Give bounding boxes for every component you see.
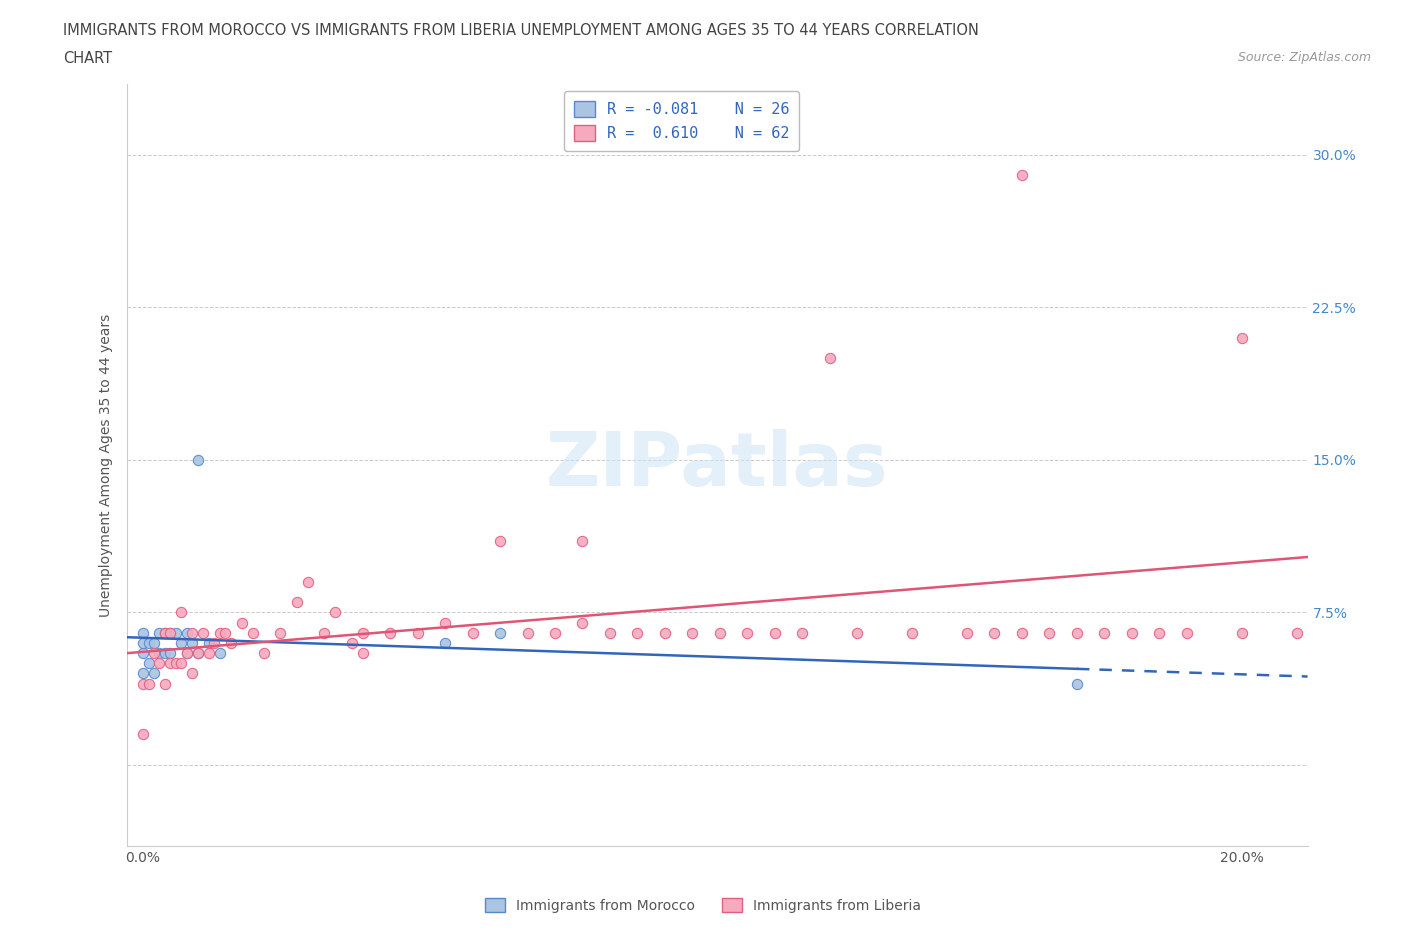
Point xyxy=(208,625,231,640)
Point xyxy=(1066,625,1088,640)
Point xyxy=(709,625,731,640)
Point xyxy=(434,615,457,630)
Point xyxy=(148,656,170,671)
Point xyxy=(165,656,187,671)
Point xyxy=(153,645,176,660)
Point xyxy=(323,605,346,620)
Point xyxy=(461,625,484,640)
Point xyxy=(153,676,176,691)
Text: Source: ZipAtlas.com: Source: ZipAtlas.com xyxy=(1237,51,1371,64)
Point xyxy=(143,666,166,681)
Point xyxy=(489,534,512,549)
Point xyxy=(187,645,209,660)
Text: ZIPatlas: ZIPatlas xyxy=(546,429,889,501)
Point xyxy=(1230,330,1253,345)
Point xyxy=(138,635,160,650)
Point xyxy=(818,351,841,365)
Point xyxy=(1092,625,1115,640)
Point xyxy=(516,625,538,640)
Point xyxy=(132,635,155,650)
Point xyxy=(1149,625,1171,640)
Point xyxy=(138,656,160,671)
Y-axis label: Unemployment Among Ages 35 to 44 years: Unemployment Among Ages 35 to 44 years xyxy=(100,313,114,617)
Point xyxy=(269,625,291,640)
Point xyxy=(352,645,374,660)
Point xyxy=(193,625,215,640)
Point xyxy=(181,625,204,640)
Point xyxy=(132,727,155,742)
Point xyxy=(340,635,363,650)
Text: CHART: CHART xyxy=(63,51,112,66)
Point xyxy=(132,625,155,640)
Point xyxy=(165,625,187,640)
Point xyxy=(138,676,160,691)
Point xyxy=(253,645,276,660)
Point xyxy=(654,625,676,640)
Point xyxy=(571,615,593,630)
Point xyxy=(187,645,209,660)
Point xyxy=(148,645,170,660)
Point xyxy=(204,635,226,650)
Point xyxy=(544,625,567,640)
Point xyxy=(132,645,155,660)
Point xyxy=(1066,676,1088,691)
Point xyxy=(159,625,181,640)
Point xyxy=(901,625,924,640)
Point xyxy=(170,605,193,620)
Point xyxy=(170,635,193,650)
Point xyxy=(214,625,236,640)
Point xyxy=(763,625,786,640)
Point xyxy=(176,625,198,640)
Point xyxy=(571,534,593,549)
Point xyxy=(143,635,166,650)
Point xyxy=(792,625,814,640)
Point xyxy=(380,625,402,640)
Point xyxy=(681,625,703,640)
Point xyxy=(159,625,181,640)
Point xyxy=(314,625,336,640)
Point xyxy=(846,625,869,640)
Point xyxy=(153,625,176,640)
Point xyxy=(159,656,181,671)
Point xyxy=(626,625,648,640)
Point xyxy=(1038,625,1060,640)
Point xyxy=(1230,625,1253,640)
Point xyxy=(153,625,176,640)
Point xyxy=(1011,167,1033,182)
Point xyxy=(599,625,621,640)
Point xyxy=(956,625,979,640)
Point xyxy=(231,615,253,630)
Point xyxy=(198,635,221,650)
Point xyxy=(181,635,204,650)
Point xyxy=(1121,625,1143,640)
Point xyxy=(434,635,457,650)
Point xyxy=(1175,625,1198,640)
Point xyxy=(170,656,193,671)
Point xyxy=(181,666,204,681)
Point xyxy=(132,666,155,681)
Point xyxy=(285,595,308,610)
Point xyxy=(132,676,155,691)
Legend: R = -0.081    N = 26, R =  0.610    N = 62: R = -0.081 N = 26, R = 0.610 N = 62 xyxy=(564,91,799,151)
Point xyxy=(219,635,242,650)
Point xyxy=(242,625,264,640)
Point xyxy=(735,625,758,640)
Point xyxy=(983,625,1005,640)
Point xyxy=(159,645,181,660)
Point xyxy=(1285,625,1308,640)
Point xyxy=(176,645,198,660)
Legend: Immigrants from Morocco, Immigrants from Liberia: Immigrants from Morocco, Immigrants from… xyxy=(479,893,927,919)
Point xyxy=(297,575,319,590)
Point xyxy=(176,645,198,660)
Point xyxy=(352,625,374,640)
Point xyxy=(406,625,429,640)
Point xyxy=(187,453,209,468)
Point xyxy=(198,645,221,660)
Point xyxy=(208,645,231,660)
Point xyxy=(143,645,166,660)
Point xyxy=(489,625,512,640)
Point xyxy=(148,625,170,640)
Point xyxy=(1011,625,1033,640)
Text: IMMIGRANTS FROM MOROCCO VS IMMIGRANTS FROM LIBERIA UNEMPLOYMENT AMONG AGES 35 TO: IMMIGRANTS FROM MOROCCO VS IMMIGRANTS FR… xyxy=(63,23,979,38)
